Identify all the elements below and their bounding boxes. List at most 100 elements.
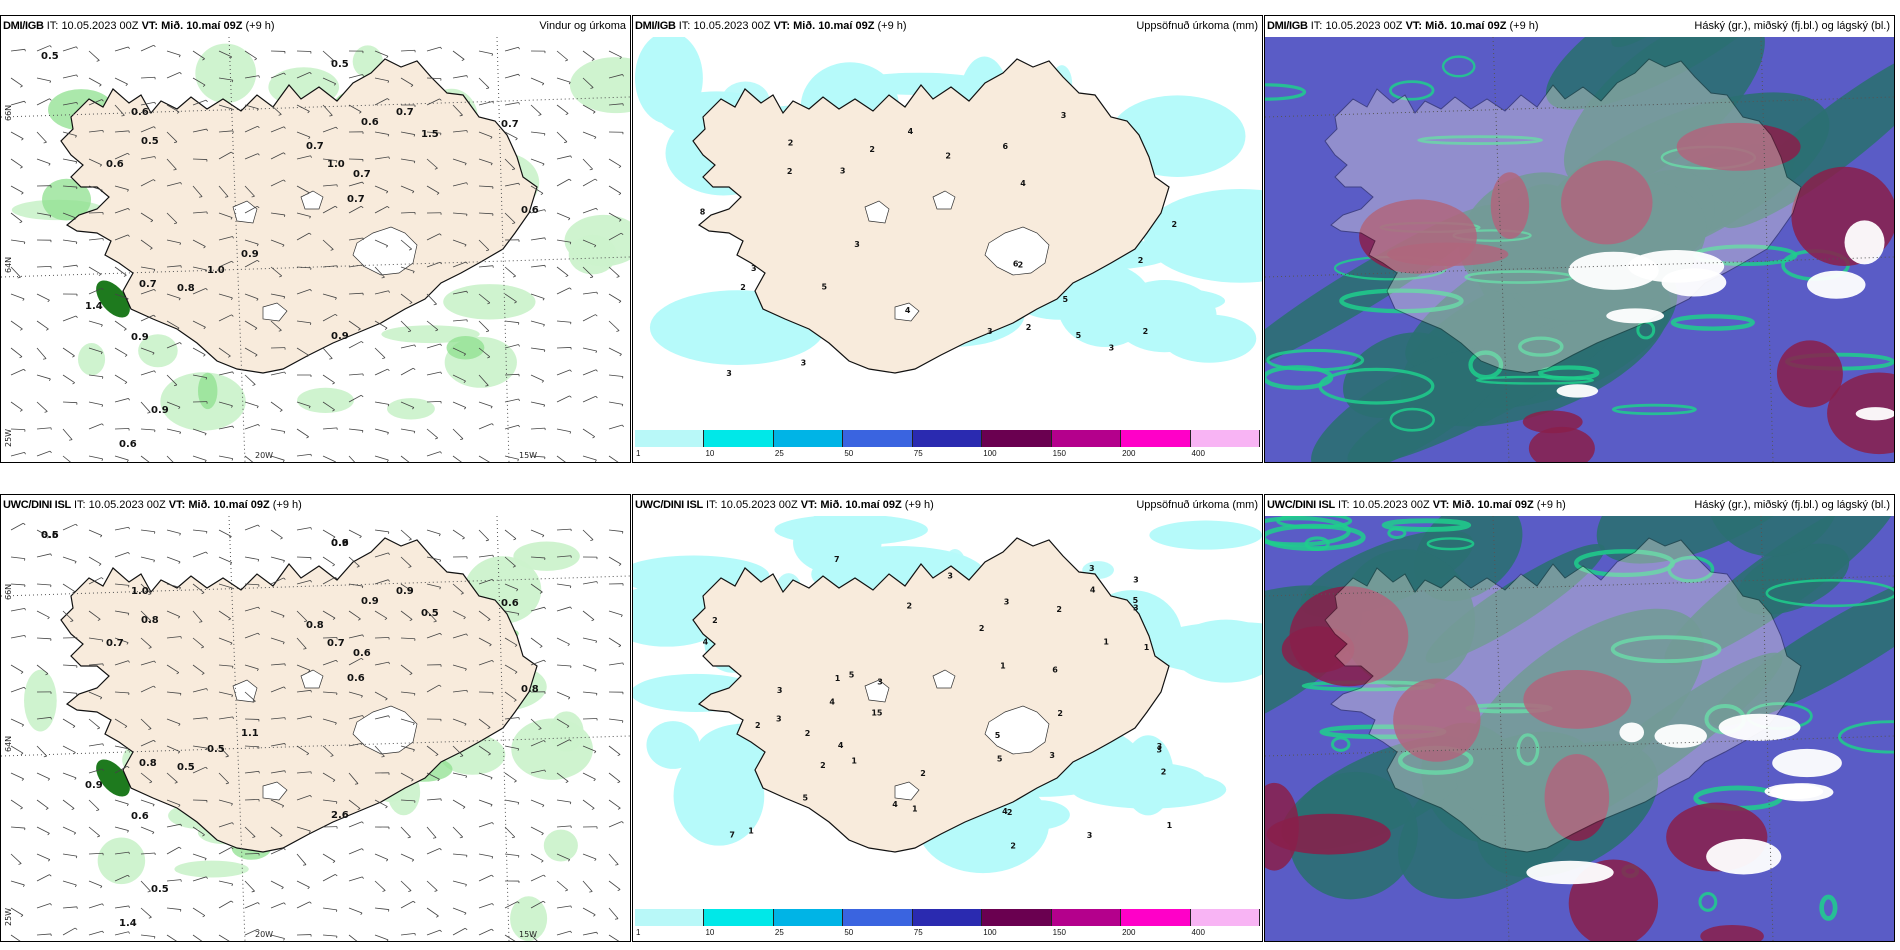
lat-label: 66N [4,584,13,600]
value-label: 5 [1063,295,1069,304]
it-label: IT: [73,499,86,511]
value-label: 2 [1026,323,1032,332]
lon-label: 20W [255,451,273,460]
it-value: 10.05.2023 00Z [693,20,771,32]
value-label: 3 [1087,831,1093,840]
colorbar-segment [912,909,983,926]
value-label: 0.6 [41,530,59,541]
value-label: 3 [854,240,860,249]
iceland-coastline [692,58,1170,374]
value-label: 0.7 [347,194,365,205]
value-label: 0.9 [331,538,349,549]
glacier [352,226,418,276]
value-label: 1.4 [85,301,103,312]
colorbar-label: 50 [844,449,854,458]
iceland-coastline [692,537,1170,853]
colorbar-label: 50 [844,928,854,937]
colorbar-segment [982,430,1052,447]
colorbar-segment [843,909,913,926]
value-label: 0.8 [521,684,539,695]
panel-title: Uppsöfnuð úrkoma (mm) [1136,499,1258,511]
colorbar-label: 25 [774,928,784,937]
map-canvas: 20W 15W 66N 64N 25W 0.5 0.5 0.6 0.5 0.6 0.7 0.7 0.6 1… [1,37,630,462]
it-label: IT: [1310,20,1323,32]
value-label: 1 [1144,643,1150,652]
lat-label: 25W [4,429,13,447]
vt-value: Mið. 10.maí 09Z [161,20,243,32]
value-label: 5 [802,794,808,803]
value-label: 3 [1156,746,1162,755]
lat-label: 64N [4,736,13,752]
value-label: 3 [776,715,782,724]
colorbar-label: 10 [705,928,715,937]
map-area [1265,516,1894,941]
value-label: 2 [788,138,794,147]
value-label: 1 [1103,638,1109,647]
value-label: 0.7 [327,638,345,649]
value-label: 4 [892,800,898,809]
value-label: 6 [1052,666,1058,675]
glacier [932,669,956,689]
value-label: 0.6 [131,107,149,118]
colorbar-segment [843,430,913,447]
colorbar-label: 400 [1191,928,1205,937]
colorbar-label: 10 [705,449,715,458]
colorbar-label: 150 [1052,449,1067,458]
lead-time: (+9 h) [904,499,934,511]
lon-label: 20W [255,930,273,939]
value-label: 0.9 [241,249,259,260]
value-label: 0.5 [177,762,195,773]
colorbar-label: 150 [1052,928,1067,937]
iceland-coastline [60,537,538,853]
map-area: 2 4 4 2 3 2 7 1 3 1 2 3 2 1 3 1 3 7 3 2 5 4 3 2 5 1 5 1 3 3 15 6 4 5 2 2 3 4 4… [633,516,1262,941]
vt-label: VT: [141,20,159,32]
value-label: 2 [1143,327,1149,336]
lat-label: 25W [4,908,13,926]
value-label: 1 [835,674,841,683]
glacier [352,705,418,755]
value-label: 2 [805,729,811,738]
it-label: IT: [1337,499,1350,511]
colorbar-segment [1051,909,1122,926]
lead-time: (+9 h) [272,499,302,511]
value-label: 2 [787,167,793,176]
lat-label: 66N [4,105,13,121]
value-label: 0.6 [361,117,379,128]
vt-value: Mið. 10.maí 09Z [1452,499,1534,511]
value-label: 0.6 [501,598,519,609]
model-label: DMI/IGB [635,20,676,32]
value-label: 7 [729,831,735,840]
iceland-coastline [60,58,538,374]
colorbar-segment [1190,430,1260,447]
panel-title: Uppsöfnuð úrkoma (mm) [1136,20,1258,32]
panel-wind-top: DMI/IGB IT: 10.05.2023 00Z VT: Mið. 10.m… [0,15,631,463]
model-label: DMI/IGB [1267,20,1308,32]
value-label: 0.5 [151,884,169,895]
value-label: 0.7 [139,279,157,290]
it-value: 10.05.2023 00Z [1352,499,1430,511]
value-label: 2 [820,761,826,770]
panel-cloud-top: DMI/IGB IT: 10.05.2023 00Z VT: Mið. 10.m… [1264,15,1895,463]
value-label: 0.8 [177,283,195,294]
value-label: 3 [1004,597,1010,606]
value-label: 3 [987,327,993,336]
colorbar-label: 1 [636,928,641,937]
value-label: 0.8 [141,615,159,626]
model-label: UWC/DINI ISL [1267,499,1335,511]
value-label: 2 [755,721,761,730]
colorbar-segment [635,909,705,926]
value-label: 0.6 [521,205,539,216]
map-canvas [1265,37,1894,462]
value-label: 0.7 [306,141,324,152]
panel-wind-bottom: UWC/DINI ISL IT: 10.05.2023 00Z VT: Mið.… [0,494,631,942]
glacier [932,190,956,210]
value-label: 3 [1109,343,1115,352]
value-label: 0.9 [131,332,149,343]
value-label: 2 [869,145,875,154]
vt-label: VT: [773,20,791,32]
it-value: 10.05.2023 00Z [61,20,139,32]
vt-label: VT: [1405,20,1423,32]
map-canvas: 20W 15W66N64N25W0.60.61.00.80.70.80.90.90… [1,516,630,941]
value-label: 4 [1020,179,1026,188]
